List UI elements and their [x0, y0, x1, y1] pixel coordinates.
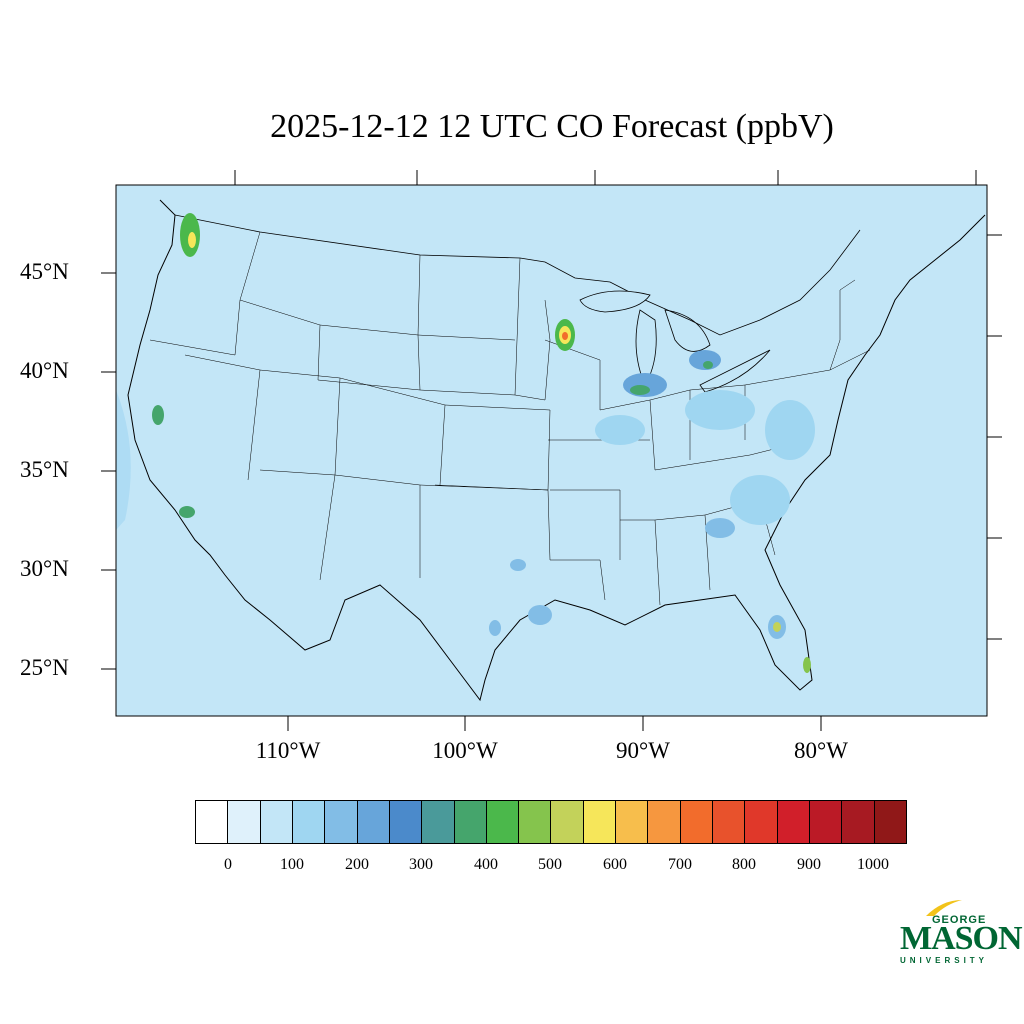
lon-label-80w: 80°W [794, 738, 848, 763]
colorbar-cell [616, 801, 649, 843]
colorbar-tick: 500 [538, 856, 562, 873]
logo-mason: MASON [900, 920, 1023, 957]
colorbar-cell [196, 801, 229, 843]
lat-label-30: 30°N [20, 556, 69, 581]
colorbar-cell [519, 801, 552, 843]
lat-label-40: 40°N [20, 358, 69, 383]
colorbar-cell [551, 801, 584, 843]
colorbar [195, 800, 907, 844]
colorbar-cell [648, 801, 681, 843]
map-frame [115, 184, 988, 717]
hotspot-la [179, 506, 195, 518]
colorbar-cell [777, 801, 810, 843]
co-hotspots [152, 213, 815, 673]
lat-label-35: 35°N [20, 457, 69, 482]
colorbar-cell [809, 801, 843, 843]
hotspot-houston [528, 605, 552, 625]
colorbar-cell [680, 801, 713, 843]
colorbar-cell [325, 801, 358, 843]
colorbar-cell [745, 801, 778, 843]
colorbar-tick: 800 [732, 856, 756, 873]
colorbar-cell [292, 801, 326, 843]
lake-superior [579, 290, 651, 313]
logo-swoosh-icon [926, 900, 962, 916]
gmu-logo: GEORGE MASON UNIVERSITY [898, 898, 1023, 970]
colorbar-tick: 600 [603, 856, 627, 873]
lon-label-110w: 110°W [255, 738, 321, 763]
pacific-shading [116, 390, 131, 530]
colorbar-cell [713, 801, 746, 843]
colorbar-cell [389, 801, 423, 843]
hotspot-miami [803, 657, 811, 673]
colorbar-cell [874, 801, 906, 843]
map-background [116, 185, 987, 716]
lon-label-100w: 100°W [432, 738, 498, 763]
logo-george: GEORGE [932, 914, 987, 926]
colorbar-tick: 300 [409, 856, 433, 873]
colorbar-tick: 900 [797, 856, 821, 873]
colorbar-cell [583, 801, 617, 843]
lat-label-45: 45°N [20, 259, 69, 284]
colorbar-tick: 1000 [857, 856, 889, 873]
colorbar-tick: 200 [345, 856, 369, 873]
colorbar-cell [260, 801, 293, 843]
colorbar-tick: 0 [224, 856, 232, 873]
colorbar-tick: 100 [280, 856, 304, 873]
colorbar-cell [842, 801, 875, 843]
colorbar-tick: 400 [474, 856, 498, 873]
colorbar-tick: 700 [668, 856, 692, 873]
lake-huron [664, 309, 711, 352]
lat-label-25: 25°N [20, 655, 69, 680]
hotspot-sf-bay [152, 405, 164, 425]
lake-erie [699, 349, 771, 393]
hotspot-atlanta [705, 518, 735, 538]
axis-ticks [101, 170, 1002, 731]
colorbar-cell [357, 801, 390, 843]
colorbar-cell [422, 801, 455, 843]
lon-label-90w: 90°W [616, 738, 670, 763]
colorbar-cell [228, 801, 261, 843]
map-title: 2025-12-12 12 UTC CO Forecast (ppbV) [270, 108, 834, 145]
logo-university: UNIVERSITY [900, 956, 989, 965]
colorbar-cell [486, 801, 520, 843]
colorbar-cell [454, 801, 487, 843]
